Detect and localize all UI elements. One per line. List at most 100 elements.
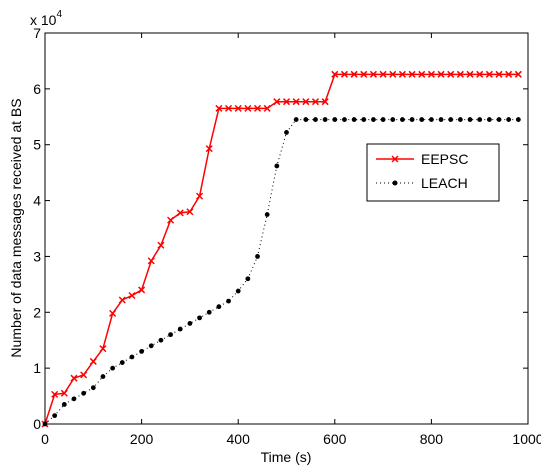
data-point-leach xyxy=(486,117,492,122)
data-point-leach xyxy=(71,396,77,402)
data-point-eepsc xyxy=(215,104,223,112)
x-tick-label: 0 xyxy=(41,431,49,447)
data-point-eepsc xyxy=(389,70,397,78)
y-tick-label: 3 xyxy=(33,248,41,264)
data-point-eepsc xyxy=(196,192,204,200)
data-point-eepsc xyxy=(369,70,377,78)
data-point-eepsc xyxy=(476,70,484,78)
data-point-leach xyxy=(216,304,222,310)
data-point-leach xyxy=(264,212,270,217)
y-tick-label: 1 xyxy=(33,360,41,376)
data-point-eepsc xyxy=(379,70,387,78)
data-point-eepsc xyxy=(80,371,88,379)
data-point-leach xyxy=(351,117,357,122)
data-point-eepsc xyxy=(167,216,175,224)
y-axis-label: Number of data messages received at BS xyxy=(8,98,24,357)
data-point-leach xyxy=(255,254,260,259)
data-point-leach xyxy=(139,348,145,354)
legend-label-leach: LEACH xyxy=(421,175,468,191)
data-point-eepsc xyxy=(292,98,300,106)
series-leach xyxy=(42,117,521,427)
data-point-leach xyxy=(52,413,58,419)
data-point-leach xyxy=(245,276,251,282)
data-point-leach xyxy=(496,117,502,122)
data-point-leach xyxy=(419,117,425,122)
data-point-eepsc xyxy=(89,357,97,365)
data-point-eepsc xyxy=(273,98,281,106)
data-point-leach xyxy=(187,321,193,326)
data-point-leach xyxy=(332,117,338,122)
data-point-eepsc xyxy=(456,70,464,78)
y-tick-label: 0 xyxy=(33,416,41,432)
x-tick-label: 200 xyxy=(130,431,154,447)
data-point-eepsc xyxy=(244,104,252,112)
data-point-eepsc xyxy=(447,70,455,78)
data-point-leach xyxy=(371,117,376,122)
data-point-leach xyxy=(293,117,299,122)
series-eepsc xyxy=(41,70,522,428)
data-point-eepsc xyxy=(360,70,368,78)
data-point-leach xyxy=(274,163,280,169)
data-point-leach xyxy=(342,117,347,122)
data-point-leach xyxy=(361,117,367,122)
legend: EEPSC LEACH xyxy=(366,143,500,202)
data-point-leach xyxy=(119,360,125,365)
x-tick-label: 600 xyxy=(323,431,347,447)
data-point-leach xyxy=(206,309,212,315)
data-point-eepsc xyxy=(302,98,310,106)
data-point-eepsc xyxy=(340,70,348,78)
x-tick-label: 400 xyxy=(227,431,251,447)
data-point-leach xyxy=(313,117,318,122)
data-point-eepsc xyxy=(514,70,522,78)
data-point-leach xyxy=(448,117,454,122)
data-point-eepsc xyxy=(418,70,426,78)
data-point-eepsc xyxy=(466,70,474,78)
legend-box xyxy=(366,143,500,202)
y-tick-label: 2 xyxy=(33,304,41,320)
data-point-leach xyxy=(177,326,183,332)
data-point-leach xyxy=(148,343,154,349)
data-point-leach xyxy=(477,117,483,122)
data-point-leach xyxy=(380,117,386,122)
y-multiplier: x 104 xyxy=(30,9,62,28)
data-point-eepsc xyxy=(109,309,117,317)
data-point-eepsc xyxy=(99,345,107,353)
data-point-leach xyxy=(168,332,173,338)
data-point-leach xyxy=(467,117,473,122)
data-point-eepsc xyxy=(70,374,78,382)
data-point-leach xyxy=(429,117,434,122)
data-point-leach xyxy=(322,117,328,122)
y-tick-label: 7 xyxy=(33,25,41,41)
data-point-leach xyxy=(457,117,463,122)
legend-label-eepsc: EEPSC xyxy=(421,151,468,167)
data-point-leach xyxy=(515,117,521,122)
data-point-eepsc xyxy=(437,70,445,78)
y-tick-label: 4 xyxy=(33,193,41,209)
data-point-eepsc xyxy=(118,296,126,304)
data-point-eepsc xyxy=(186,208,194,216)
y-tick-label: 5 xyxy=(33,137,41,153)
data-point-eepsc xyxy=(321,98,329,106)
data-point-eepsc xyxy=(128,291,136,300)
data-point-eepsc xyxy=(205,145,213,153)
data-point-leach xyxy=(129,354,135,360)
data-point-eepsc xyxy=(427,70,435,78)
series-layer xyxy=(41,70,522,428)
data-point-leach xyxy=(226,298,231,304)
x-axis-label: Time (s) xyxy=(261,449,312,465)
tick-marks xyxy=(44,32,529,425)
x-tick-labels: 0 200 400 600 800 1000 xyxy=(41,431,541,447)
data-point-leach xyxy=(197,315,202,321)
data-point-eepsc xyxy=(331,70,339,78)
data-point-eepsc xyxy=(138,286,146,294)
data-point-eepsc xyxy=(311,98,320,106)
data-point-eepsc xyxy=(157,241,165,249)
data-point-eepsc xyxy=(282,98,291,106)
data-point-eepsc xyxy=(398,70,406,78)
data-point-leach xyxy=(400,117,405,122)
data-point-leach xyxy=(284,130,289,135)
data-point-eepsc xyxy=(147,257,155,265)
data-point-eepsc xyxy=(60,389,68,397)
y-tick-labels: 0 1 2 3 4 5 6 7 xyxy=(33,25,41,432)
